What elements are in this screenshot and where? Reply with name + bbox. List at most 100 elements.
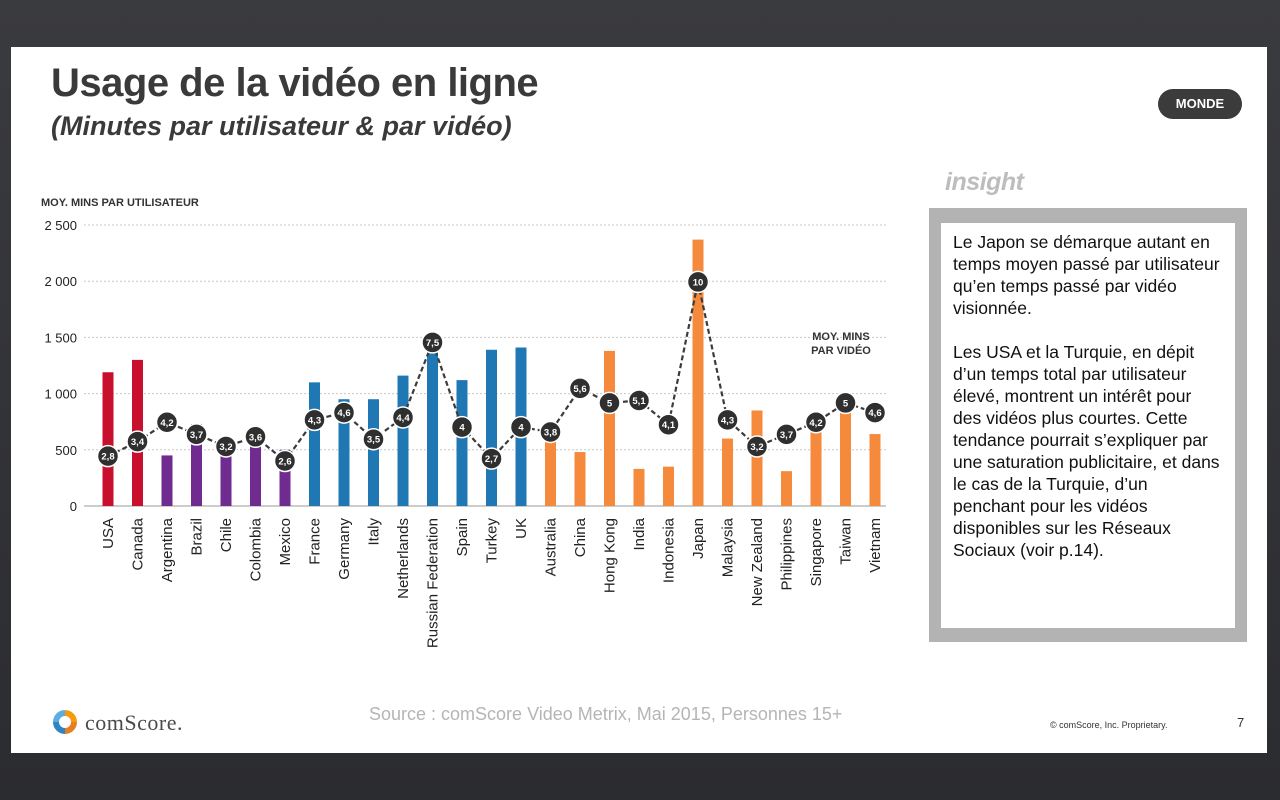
line-marker (804, 411, 828, 434)
line-data-label: 2,8 (101, 452, 114, 463)
x-tick-label: India (631, 517, 648, 550)
x-tick-label: Indonesia (661, 517, 678, 583)
line-data-label: 4 (518, 423, 524, 434)
line-data-label: 3,6 (249, 432, 262, 443)
x-tick-label: UK (513, 518, 530, 539)
bar (663, 466, 674, 506)
line-data-label: 2,7 (485, 454, 498, 465)
x-tick-label: Netherlands (395, 518, 412, 599)
line-marker (657, 413, 680, 436)
x-tick-label: Malaysia (720, 517, 737, 577)
bar (338, 399, 350, 506)
line-marker (126, 430, 149, 453)
copyright: © comScore, Inc. Proprietary. (1050, 720, 1168, 730)
line-data-label: 2,6 (278, 457, 291, 468)
line-data-label: 4,3 (721, 415, 734, 426)
bar (633, 468, 645, 506)
y-tick-label: 1 500 (44, 330, 77, 345)
bar (250, 439, 261, 506)
line-data-label: 3,2 (219, 442, 232, 453)
x-tick-label: USA (100, 518, 117, 549)
line-marker (745, 435, 769, 458)
line-marker (273, 449, 297, 473)
insight-text: Le Japon se démarque autant en temps moy… (941, 223, 1235, 628)
y-tick-label: 2 500 (44, 218, 77, 233)
insight-paragraph-1: Le Japon se démarque autant en temps moy… (953, 232, 1220, 318)
comscore-logo-icon (53, 710, 77, 734)
y-axis-label: MOY. MINS PAR UTILISATEUR (41, 197, 199, 209)
x-tick-label: Colombia (248, 517, 265, 581)
insight-paragraph-2: Les USA et la Turquie, en dépit d’un tem… (953, 342, 1220, 560)
line-markers: 2,8 3,4 4,2 3,7 3,2 3,6 2,6 4,3 4,6 3,5 4,4 7,5 4 2,7… (96, 270, 887, 473)
line-marker (686, 270, 710, 294)
line-data-label: 5 (843, 398, 849, 409)
line-data-label: 3,4 (131, 437, 145, 448)
x-tick-label: France (307, 518, 324, 565)
line-data-label: 4,6 (337, 408, 350, 419)
insight-label: insight (945, 168, 1024, 196)
y-tick-label: 0 (70, 499, 77, 514)
y-tick-label: 2 000 (44, 274, 77, 289)
line-series-label: MOY. MINS PAR VIDÉO (811, 331, 871, 357)
region-badge: MONDE (1158, 89, 1242, 119)
line-data-label: 4,6 (868, 408, 881, 419)
x-tick-label: Mexico (277, 518, 294, 566)
x-tick-label: Argentina (159, 517, 176, 582)
line-marker (244, 425, 267, 449)
slide-subtitle: (Minutes par utilisateur & par vidéo) (51, 111, 512, 141)
line-data-label: 4,4 (396, 413, 410, 424)
line-data-label: 4 (459, 423, 465, 434)
line-data-label: 7,5 (426, 338, 440, 349)
x-tick-label: Japan (690, 518, 707, 559)
x-tick-label: Vietnam (867, 518, 884, 573)
x-tick-label: Germany (336, 518, 353, 580)
bar (279, 449, 291, 506)
y-tick-label: 1 000 (44, 387, 77, 402)
slide: Usage de la vidéo en ligne (Minutes par … (11, 47, 1267, 753)
bar (545, 427, 556, 506)
line-marker (155, 411, 179, 434)
line-data-label: 3,2 (750, 442, 763, 453)
insight-box: Le Japon se démarque autant en temps moy… (929, 208, 1247, 642)
line-marker (391, 406, 415, 429)
bar (191, 423, 202, 506)
line-marker (539, 420, 562, 444)
x-tick-label: Russian Federation (425, 518, 442, 648)
line-marker (214, 435, 238, 458)
x-tick-label: Turkey (484, 518, 501, 564)
line-marker (775, 423, 798, 446)
bar (604, 350, 615, 506)
comscore-logo-text: comScore. (85, 710, 183, 735)
line-data-label: 3,8 (544, 427, 557, 438)
line-data-label: 5,1 (632, 396, 646, 407)
bar (220, 453, 232, 506)
x-tick-label: Australia (543, 517, 560, 576)
line-marker (96, 444, 120, 468)
line-marker (332, 401, 356, 424)
x-tick-labels: USA Canada Argentina Brazil Chile Colombia Mex… (100, 517, 884, 648)
line-marker (480, 447, 503, 470)
x-tick-label: Philippines (779, 518, 796, 591)
line-marker (509, 415, 533, 439)
x-tick-label: China (572, 517, 589, 557)
bar (427, 341, 438, 506)
line-marker (716, 408, 739, 432)
line-data-label: 4,2 (160, 418, 173, 429)
x-tick-label: Hong Kong (602, 518, 619, 593)
y-tick-label: 500 (55, 443, 77, 458)
x-tick-label: Taiwan (838, 518, 855, 565)
line-marker (863, 401, 887, 424)
line-data-label: 4,1 (662, 420, 676, 431)
bar (840, 394, 851, 506)
line-data-label: 3,5 (367, 435, 381, 446)
usage-chart: MOY. MINS PAR UTILISATEUR 0 500 1 000 1 500… (41, 197, 887, 648)
line-marker (568, 377, 592, 400)
bar (692, 239, 704, 506)
bar (722, 438, 733, 506)
line-marker (303, 408, 326, 432)
line-marker (598, 391, 621, 415)
x-tick-label: Singapore (808, 518, 825, 586)
line-marker (450, 415, 474, 439)
bar (397, 375, 409, 506)
slide-title: Usage de la vidéo en ligne (51, 61, 539, 105)
